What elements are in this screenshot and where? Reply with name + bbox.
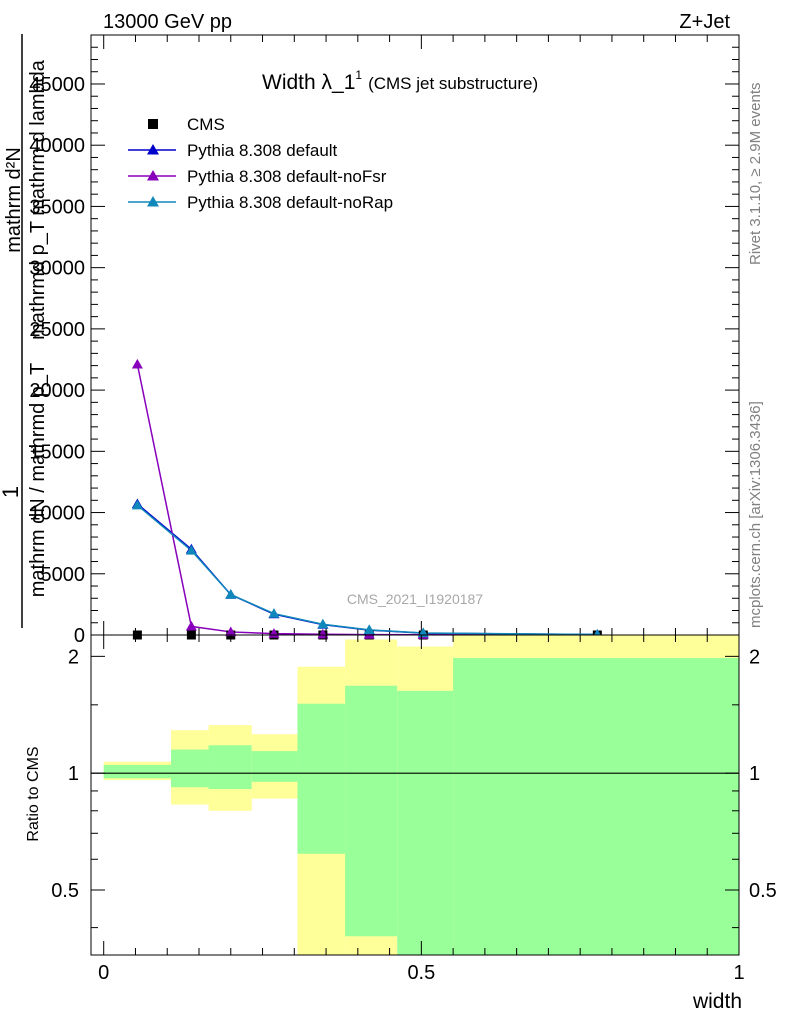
rivet-note: Rivet 3.1.10, ≥ 2.9M events [747,83,764,266]
plot-title-main: Width λ_1 [262,71,355,94]
main-panel: 5000 10000 15000 20000 25000 30000 35000 40000 4… [29,34,740,647]
plot-title: Width λ_11 (CMS jet substructure) [262,68,538,94]
ratio-band-green [103,764,172,779]
series-point-2 [185,620,197,631]
main-ytick-label: 0 [74,625,85,647]
ratio-ytick-label: 0.5 [51,880,79,902]
main-ytick-label: 35000 [29,196,85,218]
legend-marker [147,170,159,181]
series-point-3 [131,499,143,510]
ratio-xtick-label: 1 [733,962,744,984]
plot-title-sup: 1 [355,68,362,82]
legend-label: Pythia 8.308 default [187,141,338,160]
ylabel-main-numerator: mathrm d²N [3,147,25,253]
legend-label: CMS [187,115,225,134]
legend: CMS Pythia 8.308 default Pythia 8.308 defa… [128,115,393,212]
legend-marker [147,196,159,207]
main-ytick-label: 15000 [29,441,85,463]
ratio-ylabel: Ratio to CMS [25,746,42,841]
ratio-ytick-label-right: 2 [749,646,760,668]
upper-ylabel: 1 mathrm dN / mathrmd p_T mathrm d²N mat… [0,34,49,628]
ratio-xtick-label: 0.5 [407,962,435,984]
series-point-3 [317,618,329,629]
plot-title-note: (CMS jet substructure) [368,74,538,93]
ratio-band-green [345,685,398,937]
legend-marker [147,144,159,155]
ylabel-frac-numerator: 1 [0,486,23,498]
series-point-3 [363,624,375,634]
ratio-ytick-label-right: 1 [749,763,760,785]
beam-label: 13000 GeV pp [103,11,232,33]
analysis-id: CMS_2021_I1920187 [347,591,483,607]
ylabel-main-denominator: mathrmd p_T mathrm d lambda [27,59,49,340]
ratio-band-green [397,690,454,955]
series-point-3 [268,608,280,618]
ratio-y-axis: 0.5 0.5 1 1 2 2 [51,646,777,929]
series-point-3 [225,589,237,599]
series-point-3 [185,545,197,555]
main-ytick-label: 40000 [29,135,85,157]
ratio-band-green [297,703,346,854]
main-y-axis: 5000 10000 15000 20000 25000 30000 35000 40000 4… [29,46,739,647]
series-point-2 [225,626,237,637]
ratio-band-green [453,658,739,955]
series-line-1 [136,503,598,636]
main-ytick-label: 20000 [29,380,85,402]
main-ytick-label: 25000 [29,319,85,341]
ratio-ytick-label: 1 [68,763,79,785]
ylabel-frac-denominator: mathrm dN / mathrmd p_T [27,363,49,598]
ratio-frame [90,634,740,956]
main-ytick-label: 45000 [29,74,85,96]
ratio-band-green [251,751,298,782]
ratio-bands [103,635,739,955]
ratio-ytick-label-right: 0.5 [749,880,777,902]
main-ytick-label: 10000 [29,503,85,525]
site-note: mcplots.cern.ch [arXiv:1306.3436] [747,401,764,628]
process-label: Z+Jet [679,11,730,33]
main-ytick-label: 5000 [41,564,86,586]
main-ytick-label: 30000 [29,258,85,280]
ratio-xtick-label: 0 [98,962,109,984]
ratio-band-green [208,745,252,790]
legend-label: Pythia 8.308 default-noFsr [187,167,387,186]
x-axis-label: width [692,990,742,1013]
series-line-3 [136,504,598,636]
ratio-band-green [171,749,209,788]
legend-label: Pythia 8.308 default-noRap [187,193,393,212]
legend-marker [148,119,158,129]
ratio-panel: 0.5 0.51 12 2 0 0.5 1 Ratio to CMS width [25,634,777,1013]
series-point-2 [131,358,143,369]
ratio-ytick-label: 2 [68,646,79,668]
ratio-x-axis: 0 0.5 1 [98,635,745,984]
